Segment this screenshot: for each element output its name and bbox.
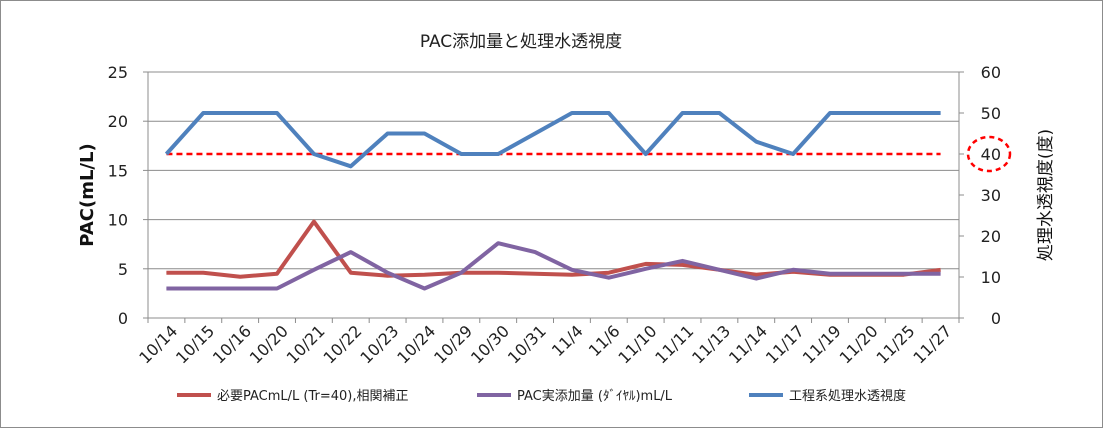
- y2-axis-label: 処理水透視度(度): [1036, 129, 1056, 261]
- y-tick-label: 10: [108, 211, 128, 230]
- x-tick-label: 10/14: [135, 321, 181, 367]
- series-line-1: [166, 241, 941, 291]
- y-tick-label: 0: [118, 309, 128, 328]
- x-tick-label: 10/22: [320, 321, 366, 367]
- x-tick-label: 11/4: [548, 321, 587, 360]
- grid-layer: [143, 71, 964, 323]
- x-tick-label: 10/24: [393, 321, 439, 367]
- x-tick-label: 10/29: [430, 321, 476, 367]
- x-tick-label: 11/11: [651, 321, 697, 367]
- x-tick-label: 10/16: [209, 321, 255, 367]
- legend: 必要PACmL/L (Tr=40),相関補正 PAC実添加量 (ﾀﾞｲﾔﾙ)mL/…: [177, 388, 906, 404]
- x-tick-label: 10/21: [283, 321, 329, 367]
- x-tick-label: 10/23: [356, 321, 402, 367]
- highlight-ellipse: [966, 135, 1012, 173]
- x-tick-label: 11/27: [909, 321, 955, 367]
- y-axis-label: PAC(mL/L): [77, 143, 98, 246]
- right-axis-ticks: 0 10 20 30 40 50 60: [966, 63, 1012, 328]
- x-tick-label: 11/13: [688, 321, 734, 367]
- series-line-2: [164, 111, 941, 169]
- y2-tick-label: 30: [981, 186, 1001, 205]
- x-tick-label: 11/10: [614, 321, 660, 367]
- legend-label: 必要PACmL/L (Tr=40),相関補正: [217, 389, 409, 404]
- y-tick-label: 5: [118, 260, 128, 279]
- x-tick-label: 11/14: [725, 321, 771, 367]
- x-axis-ticks: 10/1410/1510/1610/2010/2110/2210/2310/24…: [135, 321, 955, 367]
- chart-title: PAC添加量と処理水透視度: [420, 32, 622, 52]
- legend-label: 工程系処理水透視度: [789, 388, 906, 404]
- x-tick-label: 10/31: [504, 321, 550, 367]
- y-tick-label: 15: [108, 161, 128, 180]
- y2-tick-label: 0: [991, 309, 1001, 328]
- legend-label: PAC実添加量 (ﾀﾞｲﾔﾙ)mL/L: [517, 388, 673, 404]
- x-tick-label: 10/20: [246, 321, 292, 367]
- x-tick-label: 11/19: [799, 321, 845, 367]
- y2-tick-label: 20: [981, 227, 1001, 246]
- x-tick-label: 11/25: [872, 321, 918, 367]
- x-tick-label: 10/15: [172, 321, 218, 367]
- x-tick-label: 11/17: [762, 321, 808, 367]
- y2-tick-label: 10: [981, 268, 1001, 287]
- x-tick-label: 10/30: [467, 321, 513, 367]
- x-tick-label: 11/20: [836, 321, 882, 367]
- y-tick-label: 20: [108, 112, 128, 131]
- y2-tick-label: 40: [981, 145, 1001, 164]
- left-axis-ticks: 0 5 10 15 20 25: [108, 63, 128, 328]
- y2-tick-label: 60: [981, 63, 1001, 82]
- series-layer: [164, 111, 941, 291]
- y2-tick-label: 50: [981, 104, 1001, 123]
- y-tick-label: 25: [108, 63, 128, 82]
